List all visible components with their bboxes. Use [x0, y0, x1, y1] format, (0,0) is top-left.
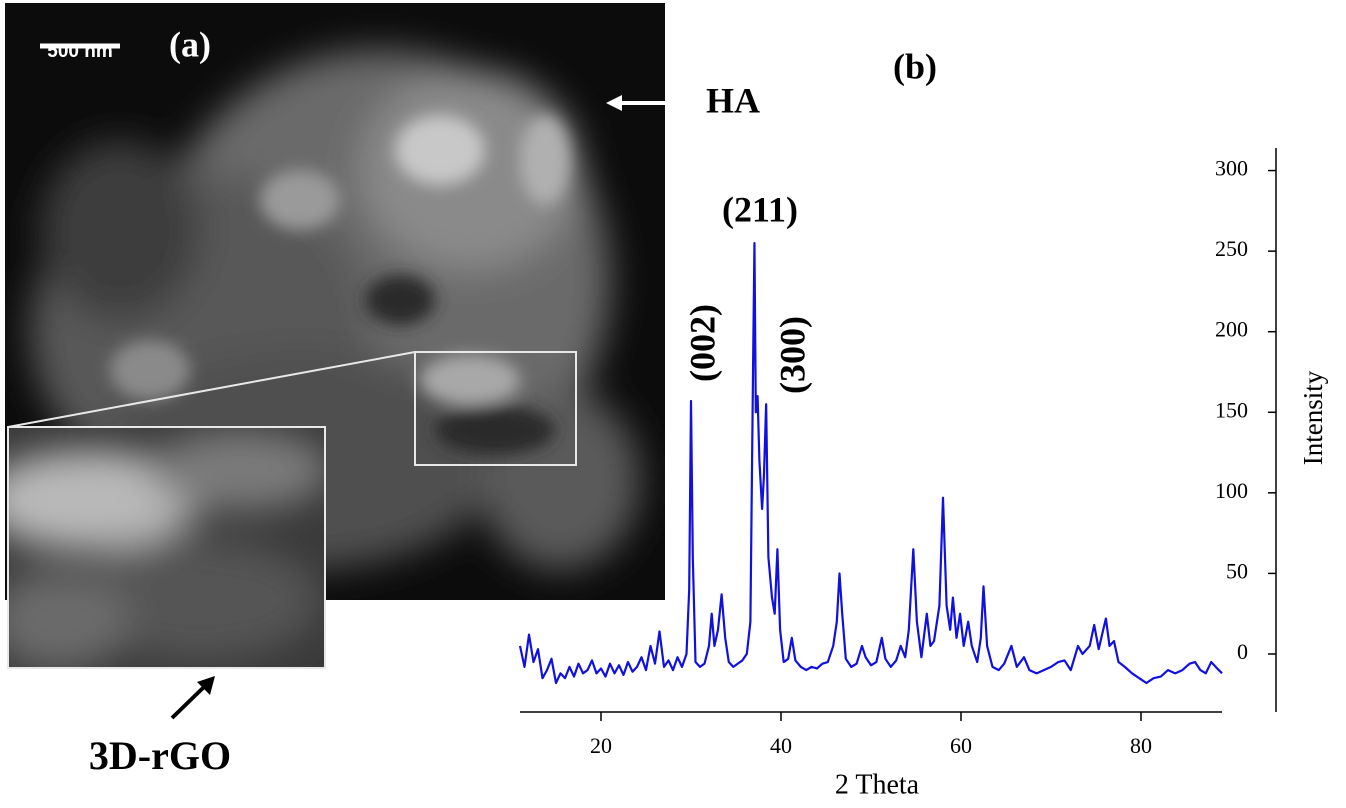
arrow: [170, 684, 207, 720]
sem-inset: [8, 427, 325, 668]
sem-image: [5, 3, 665, 600]
arrow-label: 3D-rGO: [89, 733, 231, 778]
scale-bar-label: 500 nm: [47, 41, 112, 62]
y-tick-label: 100: [1215, 478, 1248, 503]
panel-label: (a): [169, 24, 211, 64]
inset-frame: [7, 426, 326, 669]
arrow-head: [606, 95, 622, 111]
arrow-head: [197, 676, 215, 695]
y-axis-label: Intensity: [1298, 370, 1328, 465]
y-tick-label: 0: [1237, 639, 1248, 664]
y-tick-label: 50: [1226, 558, 1248, 583]
y-tick-label: 300: [1215, 156, 1248, 181]
arrow-label: HA: [706, 80, 760, 120]
x-tick-label: 80: [1130, 733, 1152, 758]
peak-label: (211): [722, 189, 798, 229]
y-tick-label: 150: [1215, 397, 1248, 422]
y-tick-label: 250: [1215, 236, 1248, 261]
y-tick-label: 200: [1215, 317, 1248, 342]
x-axis-label: 2 Theta: [835, 769, 920, 800]
x-tick-label: 20: [590, 733, 612, 758]
zoom-line: [7, 351, 416, 428]
xrd-chart: 20 40 60 80 0 50 100 150 200 250 300 2 Theta Intensi…: [518, 148, 1328, 800]
peak-label: (002): [682, 304, 722, 382]
x-tick-label: 60: [950, 733, 972, 758]
panel-label: (b): [893, 46, 937, 86]
peak-label: (300): [772, 316, 812, 394]
x-tick-label: 40: [770, 733, 792, 758]
data-line: [518, 241, 1223, 685]
